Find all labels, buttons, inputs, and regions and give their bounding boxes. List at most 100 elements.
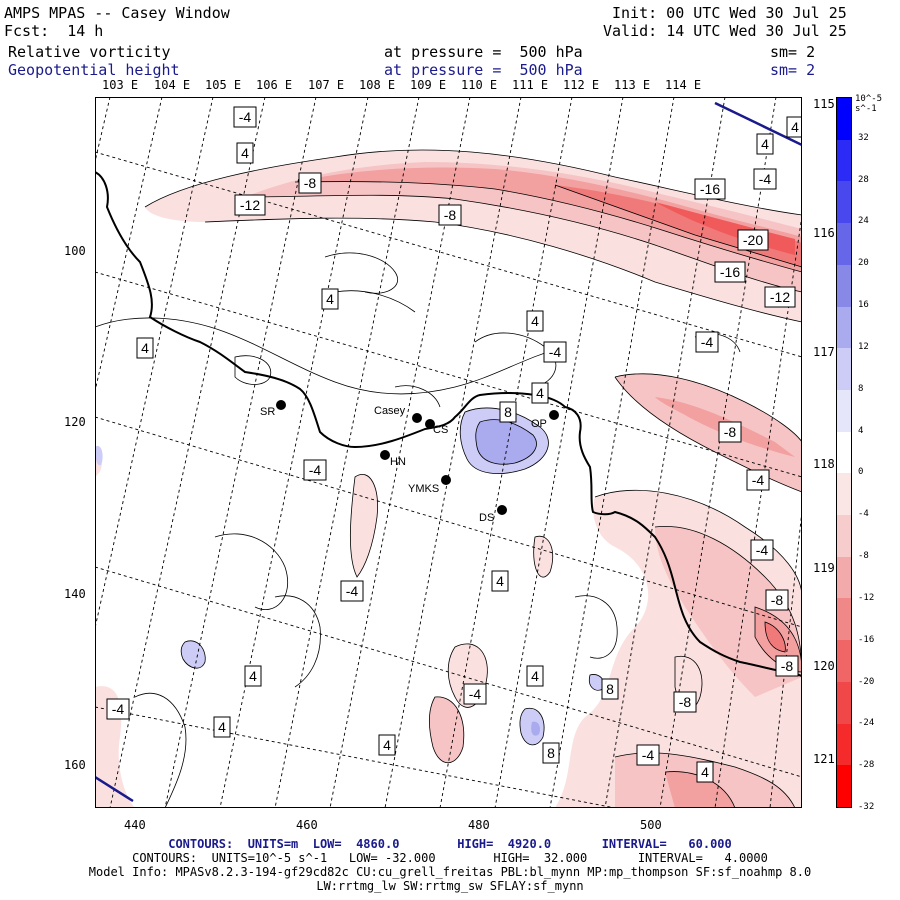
colorbar-swatch (837, 181, 851, 224)
colorbar-label: 20 (858, 258, 869, 269)
svg-text:-12: -12 (240, 197, 260, 213)
colorbar-label: -4 (858, 509, 869, 520)
svg-text:-4: -4 (756, 542, 769, 558)
station-marker-ymks (441, 475, 451, 485)
colorbar-label: 8 (858, 383, 864, 394)
svg-text:-4: -4 (752, 472, 765, 488)
station-label-op: OP (531, 418, 547, 430)
colorbar-swatch (837, 556, 851, 599)
svg-text:-4: -4 (112, 701, 125, 717)
lon-label: 106 E (256, 78, 293, 92)
negative-vorticity-right (555, 373, 802, 808)
colorbar-swatch (837, 389, 851, 432)
contour-label: 4 (756, 133, 774, 155)
contour-label: 4 (531, 382, 549, 404)
colorbar-label: -8 (858, 551, 869, 562)
field1-smoothing: sm= 2 (770, 43, 816, 61)
svg-text:-4: -4 (701, 334, 714, 350)
contour-label: -4 (753, 168, 777, 190)
contour-label: -16 (714, 261, 746, 283)
svg-text:4: 4 (531, 668, 539, 684)
contour-label: -8 (765, 589, 789, 611)
colorbar-swatch (837, 223, 851, 265)
colorbar-swatch (837, 640, 851, 682)
contour-label: 8 (542, 742, 560, 764)
contour-label: 4 (526, 665, 544, 687)
svg-text:-4: -4 (239, 109, 252, 125)
svg-text:-8: -8 (679, 694, 692, 710)
forecast-hour: Fcst: 14 h (4, 22, 104, 40)
colorbar-label: 28 (858, 174, 869, 185)
contour-label: -4 (695, 331, 719, 353)
svg-text:4: 4 (496, 573, 504, 589)
colorbar-label: 0 (858, 467, 864, 478)
colorbar-label: -28 (858, 760, 875, 771)
valid-time: Valid: 14 UTC Wed 30 Jul 25 (603, 22, 847, 40)
station-marker-hn (380, 450, 390, 460)
colorbar-swatch (837, 681, 851, 724)
y-tick-label: 160 (64, 758, 86, 772)
field2-level: at pressure = 500 hPa (384, 61, 583, 79)
lon-label: 112 E (563, 78, 600, 92)
contour-label: -12 (764, 286, 796, 308)
svg-text:4: 4 (531, 313, 539, 329)
colorbar-label: -16 (858, 634, 875, 645)
lon-label: 113 E (614, 78, 651, 92)
colorbar-swatch (837, 264, 851, 307)
colorbar-swatch (837, 723, 851, 766)
colorbar-label: 12 (858, 341, 869, 352)
contour-label: -16 (694, 178, 726, 200)
station-marker-casey (412, 413, 422, 423)
contour-label: 4 (244, 665, 262, 687)
lon-label: 107 E (308, 78, 345, 92)
contour-label: 4 (321, 288, 339, 310)
lon-label: 108 E (359, 78, 396, 92)
svg-text:4: 4 (218, 719, 226, 735)
colorbar-swatch (837, 306, 851, 349)
contour-label: -4 (746, 469, 770, 491)
contour-label: -12 (234, 194, 266, 216)
station-marker-sr (276, 400, 286, 410)
y-tick-label: 100 (64, 244, 86, 258)
svg-text:4: 4 (383, 737, 391, 753)
stations (276, 400, 559, 515)
svg-text:-4: -4 (469, 686, 482, 702)
colorbar-unit: 10^-5 s^-1 (855, 94, 883, 114)
x-tick-label: 460 (296, 818, 318, 832)
contour-label: 4 (236, 142, 254, 164)
contour-label: 8 (499, 401, 517, 423)
positive-vorticity-patches (95, 407, 605, 745)
station-marker-cs (425, 419, 435, 429)
svg-text:-4: -4 (346, 583, 359, 599)
svg-text:8: 8 (547, 745, 555, 761)
contour-label: 4 (786, 116, 802, 138)
colorbar-label: -12 (858, 592, 875, 603)
y-tick-label: 140 (64, 587, 86, 601)
x-tick-label: 440 (124, 818, 146, 832)
contour-label: -8 (298, 172, 322, 194)
lon-label: 104 E (154, 78, 191, 92)
station-marker-ds (497, 505, 507, 515)
svg-text:-4: -4 (549, 344, 562, 360)
svg-text:-4: -4 (642, 747, 655, 763)
svg-text:-12: -12 (770, 289, 790, 305)
svg-text:-8: -8 (304, 175, 317, 191)
contour-label: -8 (718, 421, 742, 443)
colorbar (836, 97, 852, 808)
contour-label: 4 (378, 734, 396, 756)
contour-label: -4 (463, 683, 487, 705)
lon-label: 103 E (102, 78, 139, 92)
field2-name: Geopotential height (8, 61, 180, 79)
init-time: Init: 00 UTC Wed 30 Jul 25 (612, 4, 847, 22)
contour-label: -4 (750, 539, 774, 561)
colorbar-swatch (837, 431, 851, 474)
colorbar-label: 32 (858, 132, 869, 143)
svg-text:4: 4 (249, 668, 257, 684)
station-label-hn: HN (390, 456, 406, 468)
x-tick-label: 480 (468, 818, 490, 832)
field1-name: Relative vorticity (8, 43, 171, 61)
footer-physics-info: LW:rrtmg_lw SW:rrtmg_sw SFLAY:sf_mynn (316, 879, 584, 893)
svg-text:4: 4 (791, 119, 799, 135)
station-label-ymks: YMKS (408, 483, 439, 495)
